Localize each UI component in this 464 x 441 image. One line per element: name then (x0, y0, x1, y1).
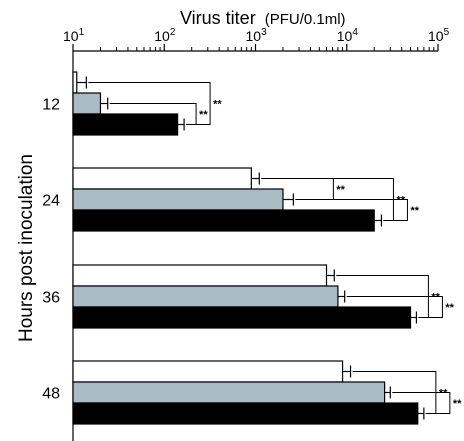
bar (72, 306, 412, 329)
significance-bracket (295, 199, 408, 221)
x-tick-label: 103 (246, 27, 268, 44)
category-labels: 12 24 36 48 (42, 97, 60, 403)
significance-bracket (261, 178, 334, 200)
bar (72, 92, 102, 115)
significance-brackets: ** ** ** ** ** ** ** ** ** (88, 82, 462, 414)
bar (72, 167, 252, 190)
chart-title-unit: (PFU/0.1ml) (265, 11, 346, 28)
chart-title-main: Virus titer (180, 8, 256, 28)
significance-label: ** (199, 109, 208, 121)
category-label: 48 (42, 386, 60, 403)
x-tick-label: 102 (154, 27, 176, 44)
bars (72, 71, 425, 425)
chart-title: Virus titer (PFU/0.1ml) (180, 8, 346, 28)
y-axis-label: Hours post inoculation (16, 154, 37, 342)
bar (72, 209, 375, 232)
significance-label: ** (396, 195, 405, 207)
bar (72, 402, 419, 425)
bar (72, 113, 179, 136)
significance-label: ** (453, 398, 462, 410)
x-tick-label: 101 (63, 27, 85, 44)
category-label: 24 (42, 193, 60, 210)
significance-label: ** (410, 205, 419, 217)
bar (72, 285, 339, 308)
category-label: 36 (42, 290, 60, 307)
significance-label: ** (439, 388, 448, 400)
significance-bracket (88, 82, 211, 125)
bar (72, 71, 78, 94)
significance-bracket (346, 296, 443, 318)
bar (72, 381, 386, 404)
significance-label: ** (431, 292, 440, 304)
significance-label: ** (336, 184, 345, 196)
bar (72, 188, 284, 211)
x-tick-label: 104 (337, 27, 359, 44)
x-tick-label: 105 (428, 27, 450, 44)
significance-label: ** (445, 302, 454, 314)
category-label: 12 (42, 97, 60, 114)
significance-label: ** (213, 99, 222, 111)
bar (72, 360, 344, 383)
bar (72, 264, 328, 287)
significance-bracket (392, 392, 451, 414)
